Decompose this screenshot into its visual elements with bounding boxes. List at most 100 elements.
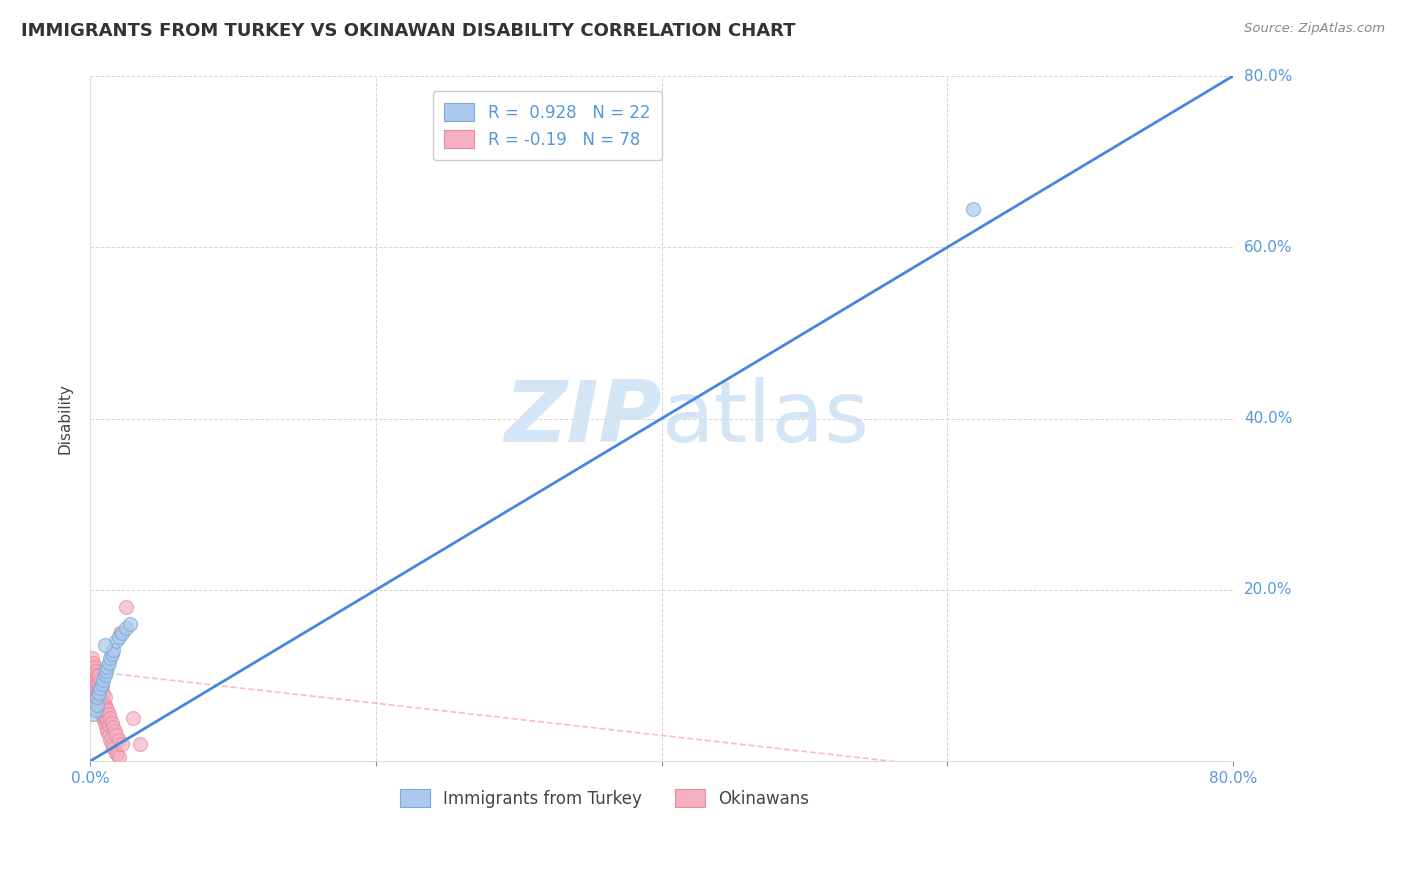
Y-axis label: Disability: Disability — [58, 383, 72, 454]
Point — [89, 685, 111, 699]
Text: ZIP: ZIP — [503, 377, 662, 460]
Point — [110, 625, 132, 640]
Point — [93, 711, 115, 725]
Point — [97, 728, 120, 742]
Point — [100, 647, 122, 661]
Point — [91, 703, 114, 717]
Point — [89, 698, 111, 713]
Point — [84, 703, 107, 717]
Point — [97, 656, 120, 670]
Point — [82, 656, 104, 670]
Point — [120, 617, 142, 632]
Point — [115, 621, 138, 635]
Point — [94, 720, 117, 734]
Point — [82, 673, 104, 687]
Point — [100, 715, 122, 730]
Point — [87, 668, 110, 682]
Point — [93, 690, 115, 704]
Point — [111, 737, 134, 751]
Point — [84, 664, 107, 678]
Point — [111, 625, 134, 640]
Point — [83, 668, 105, 682]
Point — [98, 651, 121, 665]
Point — [97, 706, 120, 721]
Point — [83, 677, 105, 691]
Point — [122, 711, 145, 725]
Point — [90, 694, 112, 708]
Point — [91, 687, 114, 701]
Legend: Immigrants from Turkey, Okinawans: Immigrants from Turkey, Okinawans — [392, 782, 815, 814]
Point — [83, 681, 105, 696]
Point — [86, 694, 108, 708]
Point — [87, 698, 110, 713]
Point — [91, 706, 114, 721]
Point — [104, 634, 127, 648]
Point — [86, 668, 108, 682]
Point — [101, 741, 124, 756]
Text: atlas: atlas — [662, 377, 869, 460]
Point — [90, 677, 112, 691]
Point — [115, 599, 138, 614]
Point — [83, 673, 105, 687]
Point — [94, 664, 117, 678]
Point — [82, 668, 104, 682]
Point — [86, 681, 108, 696]
Point — [87, 694, 110, 708]
Point — [105, 747, 128, 762]
Point — [86, 690, 108, 704]
Point — [87, 677, 110, 691]
Point — [94, 709, 117, 723]
Point — [107, 630, 129, 644]
Point — [90, 679, 112, 693]
Point — [100, 737, 122, 751]
Point — [90, 706, 112, 721]
Point — [107, 732, 129, 747]
Point — [94, 701, 117, 715]
Point — [82, 706, 104, 721]
Point — [89, 703, 111, 717]
Point — [86, 677, 108, 691]
Point — [103, 724, 125, 739]
Point — [89, 690, 111, 704]
Point — [91, 711, 114, 725]
Point — [84, 681, 107, 696]
Point — [90, 703, 112, 717]
Point — [82, 677, 104, 691]
Point — [98, 732, 121, 747]
Point — [91, 696, 114, 710]
Text: IMMIGRANTS FROM TURKEY VS OKINAWAN DISABILITY CORRELATION CHART: IMMIGRANTS FROM TURKEY VS OKINAWAN DISAB… — [21, 22, 796, 40]
Point — [96, 724, 118, 739]
Point — [93, 705, 115, 719]
Point — [101, 720, 124, 734]
Point — [96, 703, 118, 717]
Point — [84, 673, 107, 687]
Point — [80, 651, 103, 665]
Point — [96, 660, 118, 674]
Point — [91, 673, 114, 687]
Text: 60.0%: 60.0% — [1244, 240, 1292, 255]
Point — [84, 685, 107, 699]
Point — [89, 681, 111, 696]
Point — [93, 639, 115, 653]
Point — [96, 713, 118, 727]
Point — [86, 698, 108, 713]
Point — [87, 681, 110, 696]
Point — [129, 737, 152, 751]
Point — [83, 685, 105, 699]
Point — [97, 718, 120, 732]
Point — [104, 728, 127, 742]
Point — [93, 698, 115, 713]
Point — [90, 698, 112, 713]
Text: Source: ZipAtlas.com: Source: ZipAtlas.com — [1244, 22, 1385, 36]
Point — [87, 685, 110, 699]
Text: 40.0%: 40.0% — [1244, 411, 1292, 426]
Point — [87, 685, 110, 699]
Point — [962, 202, 984, 216]
Point — [104, 746, 127, 760]
Point — [101, 642, 124, 657]
Point — [80, 668, 103, 682]
Point — [90, 687, 112, 701]
Point — [93, 715, 115, 730]
Point — [86, 690, 108, 704]
Text: 20.0%: 20.0% — [1244, 582, 1292, 598]
